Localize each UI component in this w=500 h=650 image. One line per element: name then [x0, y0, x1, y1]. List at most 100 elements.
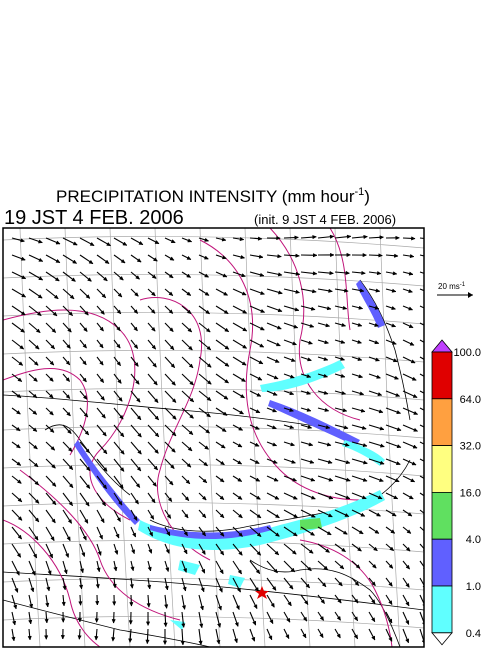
wind-arrowhead [396, 427, 402, 432]
wind-arrowhead [149, 514, 155, 520]
wind-arrowhead [408, 306, 414, 311]
wind-arrowhead [116, 309, 122, 315]
wind-arrowhead [287, 601, 292, 607]
wind-arrowhead [258, 360, 264, 364]
wind-arrowhead [72, 259, 78, 264]
wind-arrowhead [271, 586, 277, 591]
wind-arrowhead [51, 500, 57, 506]
wind-arrowhead [340, 339, 346, 344]
wind-arrowhead [189, 414, 194, 419]
wind-arrowhead [235, 605, 240, 611]
wind-arrowhead [205, 327, 211, 333]
wind-arrowhead [223, 309, 229, 314]
colorbar-segment [431, 351, 453, 400]
wind-arrowhead [201, 531, 206, 537]
precip-area [170, 560, 245, 630]
wind-arrowhead [260, 290, 265, 295]
wind-arrowhead [67, 447, 73, 452]
wind-arrowhead [329, 270, 334, 276]
wind-arrowhead [170, 464, 175, 470]
border-line [3, 394, 341, 431]
wind-arrowhead [342, 408, 348, 413]
wind-arrowhead [54, 277, 60, 282]
wind-arrowhead [340, 373, 346, 378]
wind-arrowhead [342, 530, 348, 535]
wind-arrowhead [411, 236, 416, 241]
wind-arrowhead [394, 478, 400, 482]
wind-arrowhead [204, 445, 210, 450]
wind-arrowhead [32, 410, 38, 415]
wind-arrowhead [151, 291, 156, 297]
wind-arrowhead [85, 466, 91, 472]
wind-arrowhead [371, 581, 376, 587]
wind-arrowhead [14, 588, 19, 593]
wind-arrowhead [34, 499, 40, 504]
wind-arrowhead [221, 255, 227, 260]
wind-arrowhead [201, 495, 207, 501]
wind-arrowhead [259, 343, 265, 348]
wind-arrowhead [204, 255, 209, 260]
wind-arrowhead [189, 397, 195, 403]
wind-arrowhead [379, 443, 385, 448]
wind-arrowhead [168, 480, 174, 486]
wind-arrowhead [168, 273, 174, 279]
wind-arrowhead [52, 311, 58, 317]
wind-arrowhead [233, 638, 238, 644]
wind-arrowhead [359, 391, 365, 396]
wind-arrowhead [204, 237, 210, 242]
colorbar-segment [431, 445, 453, 493]
wind-arrow [419, 424, 424, 428]
wind-arrowhead [310, 495, 316, 500]
wind-arrowhead [258, 254, 264, 259]
wind-arrowhead [152, 482, 157, 487]
wind-arrowhead [275, 513, 280, 519]
wind-arrowhead [337, 598, 342, 604]
location-star [255, 586, 269, 599]
wind-arrowhead [343, 288, 349, 293]
wind-arrowhead [308, 549, 314, 554]
wind-arrowhead [164, 604, 169, 609]
wind-arrowhead [131, 549, 136, 555]
meridian [199, 228, 221, 647]
wind-arrowhead [363, 234, 368, 240]
colorbar-label: 1.0 [466, 581, 481, 593]
wind-arrowhead [408, 288, 414, 293]
wind-arrowhead [410, 359, 416, 364]
wind-arrowhead [354, 581, 360, 587]
wind-arrowhead [239, 410, 245, 415]
wind-arrowhead [216, 639, 221, 645]
wind-arrowhead [327, 459, 333, 464]
wind-arrowhead [291, 550, 297, 555]
wind-arrowhead [219, 495, 225, 500]
wind-arrowhead [303, 600, 309, 606]
wind-arrowhead [28, 619, 33, 625]
wind-arrowhead [288, 584, 294, 590]
wind-arrowhead [32, 553, 37, 559]
wind-arrowhead [260, 308, 266, 313]
wind-arrowhead [371, 635, 376, 641]
wind-arrowhead [405, 546, 411, 552]
coastline [3, 279, 424, 647]
wind-arrowhead [292, 477, 298, 482]
wind-arrowhead [45, 602, 50, 608]
wind-arrowhead [50, 344, 56, 350]
wind-arrowhead [379, 235, 385, 240]
wind-arrowhead [35, 328, 41, 333]
wind-arrow [419, 611, 424, 625]
wind-arrowhead [204, 291, 210, 296]
wind-arrowhead [201, 568, 205, 574]
wind-arrowhead [151, 326, 156, 332]
wind-arrowhead [44, 618, 49, 624]
wind-arrowhead [102, 449, 108, 455]
wind-arrowhead [391, 340, 397, 345]
wind-arrowhead [119, 484, 124, 489]
wind-arrowhead [119, 467, 125, 472]
wind-arrowhead [48, 393, 54, 399]
wind-arrowhead [82, 360, 87, 366]
wind-arrowhead [137, 432, 142, 438]
title-close: ) [364, 187, 370, 206]
wind-arrowhead [61, 601, 66, 607]
wind-arrowhead [201, 550, 206, 555]
wind-arrowhead [290, 567, 296, 573]
wind-arrowhead [295, 271, 301, 276]
